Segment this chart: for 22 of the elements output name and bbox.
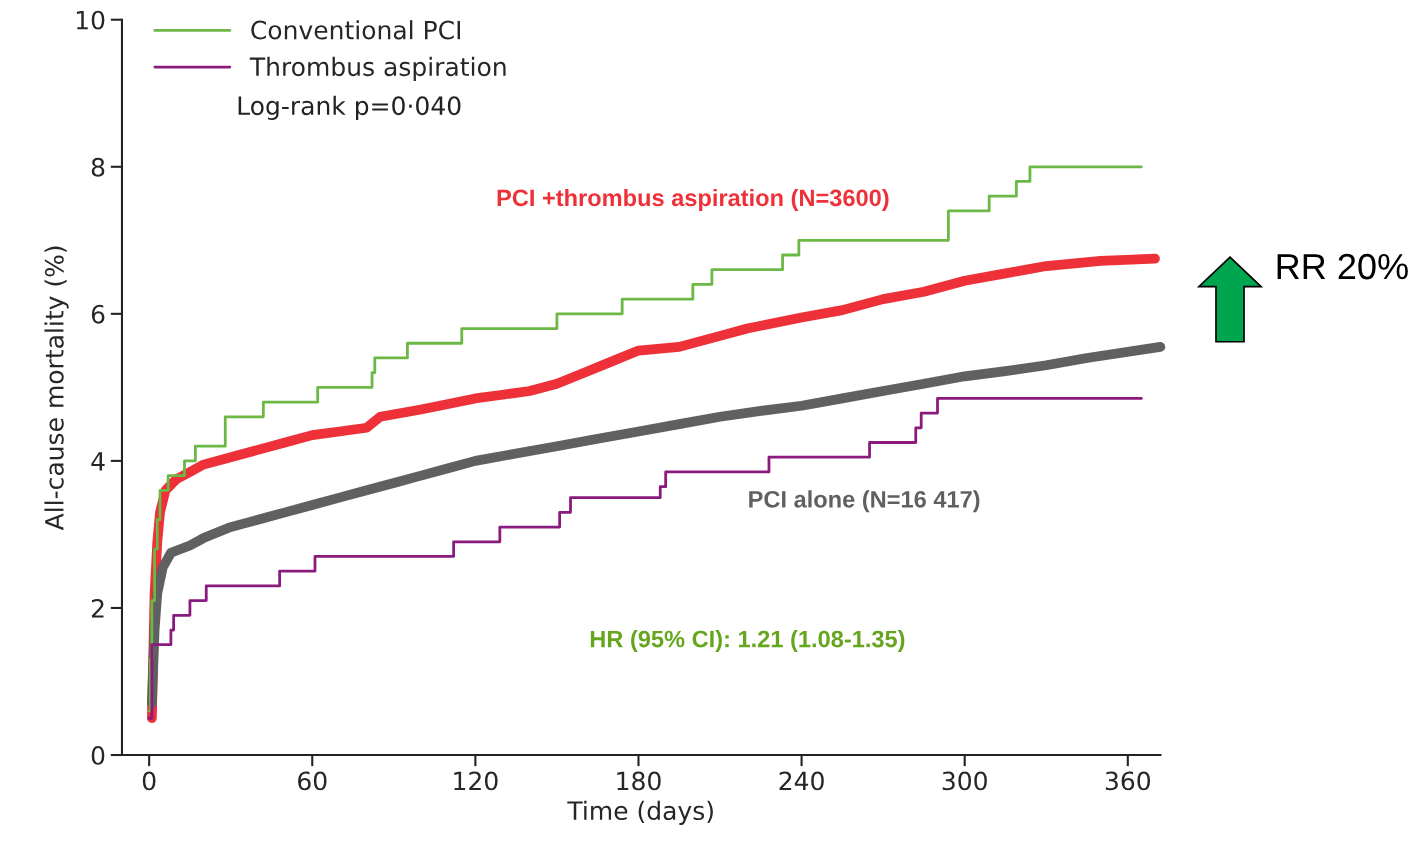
y-tick-label: 2	[91, 598, 104, 618]
y-tick-label: 4	[91, 452, 105, 471]
y-tick-label: 8	[91, 157, 105, 177]
y-tick-label: 6	[91, 304, 105, 324]
x-tick-label: 120	[454, 771, 498, 791]
y-axis-title: All-cause mortality (%)	[44, 246, 69, 531]
legend-label: Thrombus aspiration	[249, 56, 506, 82]
text: RR 20%	[1277, 253, 1408, 280]
x-tick-label: 180	[617, 771, 661, 791]
text: PCI +thrombus aspiration (N=3600)	[497, 188, 889, 211]
x-tick-label: 0	[142, 771, 156, 791]
x-axis-title: Time (days)	[567, 800, 713, 825]
x-tick-label: 360	[1105, 771, 1151, 791]
text: PCI alone (N=16 417)	[749, 490, 980, 513]
y-tick-label: 10	[76, 10, 105, 30]
x-tick-label: 60	[298, 771, 327, 791]
annotation: HR (95% CI): 1.21 (1.08-1.35)	[590, 630, 905, 653]
legend-label: Conventional PCI	[251, 20, 461, 40]
x-tick-label: 240	[779, 771, 824, 791]
annotation: Log-rank p=0·040	[238, 95, 461, 121]
y-tick-label: 0	[91, 745, 105, 765]
x-tick-label: 300	[942, 771, 987, 791]
